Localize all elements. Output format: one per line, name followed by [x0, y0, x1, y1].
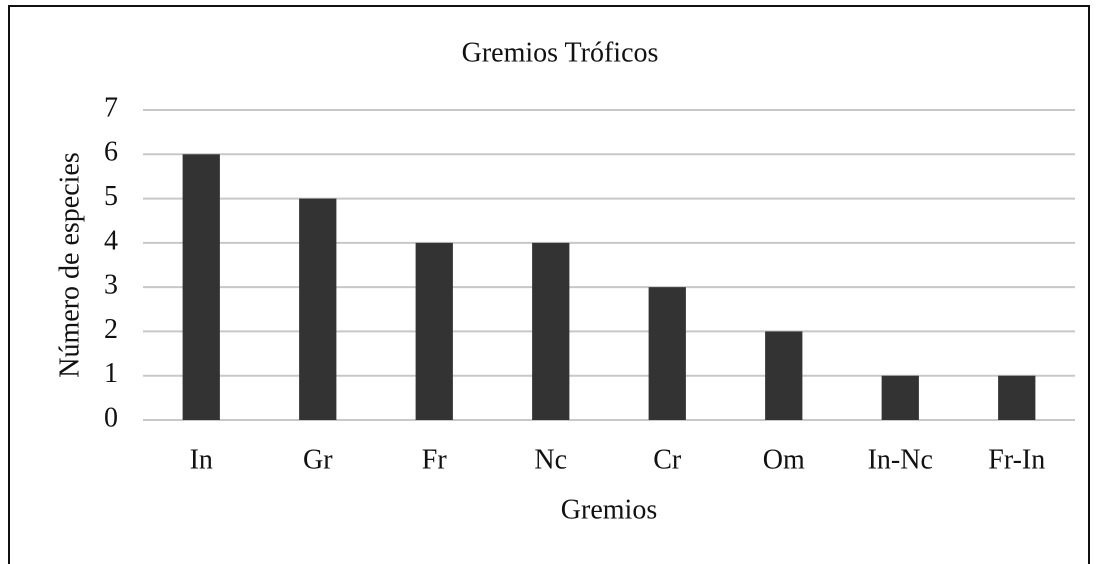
y-tick-label: 3	[104, 270, 118, 301]
y-tick-label: 0	[104, 402, 118, 433]
bar	[998, 375, 1036, 420]
x-tick-label: Fr	[422, 444, 448, 475]
bar	[299, 198, 337, 420]
y-tick-label: 5	[104, 181, 118, 212]
y-tick-label: 7	[104, 92, 118, 123]
x-tick-label: In-Nc	[868, 444, 933, 475]
y-tick-label: 4	[104, 225, 118, 256]
bar	[648, 287, 686, 420]
x-tick-label: In	[190, 444, 213, 475]
y-axis-title: Número de especies	[54, 152, 85, 377]
chart-title: Gremios Tróficos	[462, 37, 659, 68]
bar	[532, 242, 570, 420]
bar	[182, 154, 220, 421]
x-tick-label: Om	[763, 444, 805, 475]
x-axis-title: Gremios	[561, 494, 657, 525]
y-tick-label: 2	[104, 314, 118, 345]
frame	[8, 5, 1090, 564]
y-tick-label: 1	[104, 358, 118, 389]
y-tick-label: 6	[104, 137, 118, 168]
x-tick-label: Gr	[303, 444, 333, 475]
x-tick-label: Cr	[653, 444, 682, 475]
x-tick-label: Nc	[534, 444, 567, 475]
x-tick-label: Fr-In	[988, 444, 1045, 475]
bar	[765, 331, 803, 420]
bar	[415, 242, 453, 420]
bar	[881, 375, 919, 420]
